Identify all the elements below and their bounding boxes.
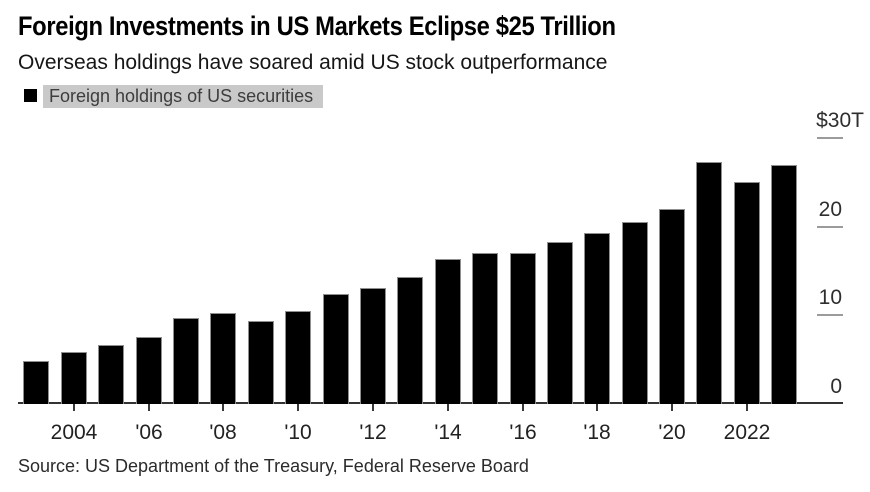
y-axis-label: 20 <box>818 198 842 221</box>
x-axis-tick <box>522 404 524 411</box>
bar-2014 <box>435 259 461 404</box>
bar-2011 <box>323 294 349 404</box>
bar-2008 <box>210 313 236 404</box>
x-axis-tick <box>222 404 224 411</box>
bar-2007 <box>173 318 199 404</box>
legend-label: Foreign holdings of US securities <box>43 85 324 108</box>
y-axis-label: 0 <box>830 375 842 398</box>
x-axis-label: '14 <box>434 421 462 444</box>
bar-2012 <box>360 288 386 404</box>
x-axis-tick <box>73 404 75 411</box>
bar-2004 <box>61 352 87 404</box>
x-axis-tick <box>447 404 449 411</box>
bar-2010 <box>285 311 311 404</box>
bar-2022 <box>734 182 760 404</box>
x-axis-line <box>18 402 843 404</box>
x-axis-label: '08 <box>209 421 237 444</box>
x-axis-tick <box>297 404 299 411</box>
x-axis-tick <box>596 404 598 411</box>
bar-2019 <box>622 222 648 404</box>
bar-2020 <box>659 209 685 404</box>
x-axis-tick <box>746 404 748 411</box>
bar-2005 <box>98 345 124 404</box>
bar-2003 <box>23 361 49 404</box>
y-gridline-dash <box>817 226 843 228</box>
bar-2009 <box>248 321 274 404</box>
bar-2015 <box>472 253 498 404</box>
x-axis-tick <box>671 404 673 411</box>
x-axis-tick <box>372 404 374 411</box>
y-gridline-dash <box>817 137 843 139</box>
source-note: Source: US Department of the Treasury, F… <box>18 456 529 476</box>
bar-2023 <box>771 165 797 404</box>
bar-2021 <box>696 162 722 404</box>
bar-2017 <box>547 242 573 404</box>
chart-subtitle: Overseas holdings have soared amid US st… <box>18 51 608 74</box>
legend-swatch-icon <box>24 89 37 102</box>
x-axis-label: 2022 <box>723 421 771 444</box>
x-axis-label: '12 <box>359 421 387 444</box>
bar-2016 <box>510 253 536 404</box>
x-axis-label: '18 <box>583 421 611 444</box>
y-gridline-dash <box>817 314 843 316</box>
x-axis-label: 2004 <box>50 421 98 444</box>
y-axis-label: $30T <box>816 109 864 132</box>
x-axis-label: '06 <box>135 421 163 444</box>
bar-2013 <box>397 277 423 404</box>
x-axis-label: '10 <box>284 421 312 444</box>
bar-2006 <box>136 337 162 404</box>
x-axis-label: '20 <box>658 421 686 444</box>
x-axis-tick <box>148 404 150 411</box>
bar-2018 <box>584 233 610 404</box>
y-axis-label: 10 <box>818 286 842 309</box>
x-axis-label: '16 <box>509 421 537 444</box>
chart-title: Foreign Investments in US Markets Eclips… <box>18 11 616 41</box>
